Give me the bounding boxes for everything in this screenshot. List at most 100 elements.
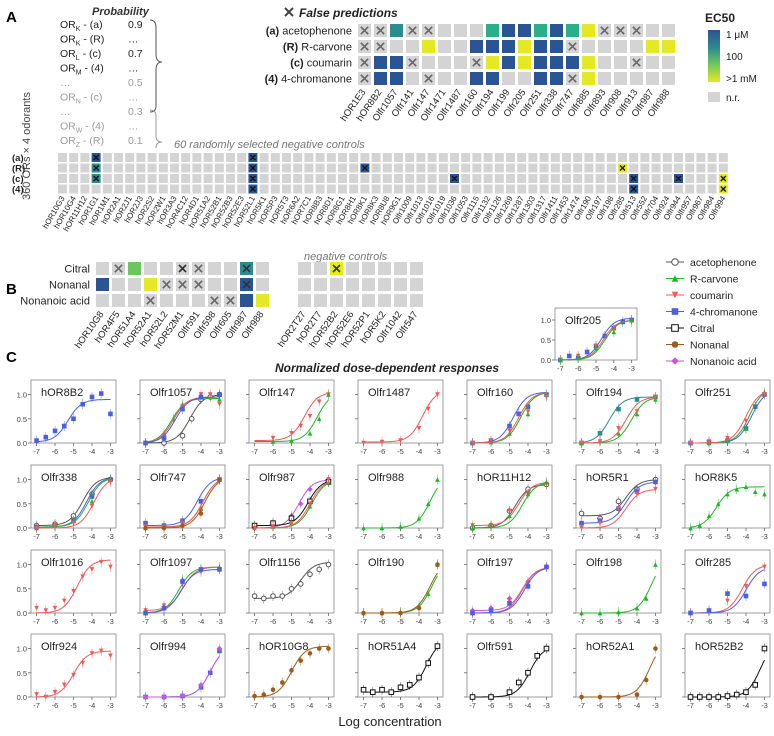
x-tick-label: -7 — [687, 701, 694, 710]
x-tick-label: -3 — [652, 532, 659, 541]
subscript: K — [76, 41, 81, 48]
plot-title: Olfr338 — [41, 472, 77, 484]
marker-triangle — [725, 491, 730, 497]
heatmap-cell — [450, 184, 459, 194]
dose-response-plot: Olfr251 -7 -6 -5 -4 -3 — [682, 379, 771, 456]
svg-text:>1 mM: >1 mM — [726, 74, 757, 85]
cross-icon — [720, 175, 727, 182]
odorant-label: (4) 4-chromanone — [265, 74, 352, 86]
heatmap-cell — [315, 163, 325, 173]
heatmap-cell — [128, 262, 141, 275]
heatmap-cell — [483, 174, 493, 183]
marker-triangle-down — [52, 605, 58, 611]
x-tick-label: -6 — [488, 532, 495, 541]
dose-response-plot: Olfr988 -7 -6 -5 -4 -3 — [355, 464, 444, 541]
cross-icon — [242, 264, 251, 273]
dose-response-plot: Olfr160 -7 -6 -5 -4 -3 — [464, 379, 553, 456]
heatmap-cell — [438, 72, 451, 85]
x-tick-label: -6 — [161, 701, 168, 710]
marker-triangle-down — [597, 520, 603, 526]
x-tick-label: -7 — [251, 532, 258, 541]
x-tick-label: -5 — [397, 447, 404, 456]
y-tick-label: 0.0 — [17, 524, 27, 533]
heatmap-cell — [718, 163, 728, 173]
marker-triangle-down — [688, 440, 693, 446]
x-tick-label: -6 — [52, 617, 59, 626]
y-tick-label: 0.5 — [541, 336, 551, 345]
heatmap-cell — [237, 163, 247, 173]
x-tick-label: -4 — [525, 701, 532, 710]
marker-dot — [217, 477, 222, 482]
heatmap-cell — [58, 163, 67, 173]
marker-dot — [298, 658, 304, 663]
x-tick-label: -5 — [615, 617, 622, 626]
dose-response-plot: Olfr194 -7 -6 -5 -4 -3 — [573, 379, 662, 456]
x-tick-label: -3 — [216, 701, 223, 710]
heatmap-cell — [598, 40, 611, 53]
heatmap-cell — [651, 174, 661, 183]
cross-icon — [408, 58, 417, 67]
x-tick-label: -4 — [198, 617, 205, 626]
x-tick-label: -5 — [506, 447, 513, 456]
heatmap-cell — [158, 174, 168, 183]
x-tick-label: -5 — [288, 532, 295, 541]
probability-value: 0.5 — [128, 77, 143, 89]
marker-square — [161, 605, 167, 611]
x-tick-label: -4 — [198, 532, 205, 541]
marker-triangle — [575, 355, 581, 361]
marker-triangle-down — [61, 598, 67, 604]
marker-triangle-down — [307, 414, 313, 419]
marker-triangle-down — [634, 491, 640, 497]
x-tick-label: -4 — [198, 701, 205, 710]
odorant-label: (a) acetophenone — [266, 26, 352, 38]
marker-triangle-down — [80, 660, 86, 666]
heatmap-cell — [114, 174, 123, 183]
x-tick-label: -7 — [251, 617, 258, 626]
marker-triangle — [270, 439, 276, 444]
cross-icon — [249, 175, 256, 182]
heatmap-cell — [662, 56, 675, 69]
heatmap-cell — [394, 294, 407, 307]
marker-open-square — [543, 645, 550, 652]
marker-diamond — [297, 500, 304, 507]
cross-icon — [424, 74, 433, 83]
dose-response-plot: Olfr190 -7 -6 -5 -4 -3 — [355, 549, 444, 626]
marker-square — [743, 593, 749, 599]
x-tick-label: -7 — [578, 701, 585, 710]
marker-triangle-down — [52, 689, 58, 695]
heatmap-cell — [226, 184, 235, 194]
heatmap-cell — [349, 174, 359, 183]
marker-triangle-down — [307, 501, 313, 507]
cross-icon — [93, 165, 100, 171]
heatmap-cell — [646, 56, 659, 69]
x-tick-label: -7 — [142, 447, 149, 456]
heatmap-cell — [550, 163, 560, 173]
heatmap-cell — [606, 153, 616, 162]
probability-brace — [149, 19, 163, 113]
heatmap-cell — [390, 24, 403, 37]
marker-square — [706, 608, 712, 613]
marker-dot — [379, 610, 385, 616]
marker-triangle — [525, 491, 531, 497]
probability-value: 0.9 — [128, 19, 143, 31]
heatmap-cell — [382, 153, 392, 162]
heatmap-cell — [237, 153, 247, 162]
plot-title: hOR10G8 — [259, 641, 309, 653]
heatmap-cell — [405, 153, 415, 162]
heatmap-cell — [128, 294, 141, 307]
fit-curve — [472, 568, 547, 614]
heatmap-cell — [606, 174, 616, 183]
x-tick-label: -5 — [615, 532, 622, 541]
marker-triangle-down — [597, 439, 603, 444]
marker-dot — [289, 668, 294, 673]
negative-controls-matrix: (a)(R)(c)(4)hOR10G3hOR10G4hOR11H12hOR1G1… — [12, 153, 728, 233]
marker-dot — [270, 687, 276, 693]
cross-icon — [376, 42, 385, 51]
marker-triangle — [316, 416, 322, 422]
heatmap-cell — [160, 294, 173, 307]
heatmap-cell — [192, 294, 205, 307]
heatmap-cell — [685, 153, 695, 162]
x-tick-label: -3 — [761, 701, 768, 710]
x-tick-label: -6 — [379, 617, 386, 626]
marker-circle — [671, 258, 679, 266]
